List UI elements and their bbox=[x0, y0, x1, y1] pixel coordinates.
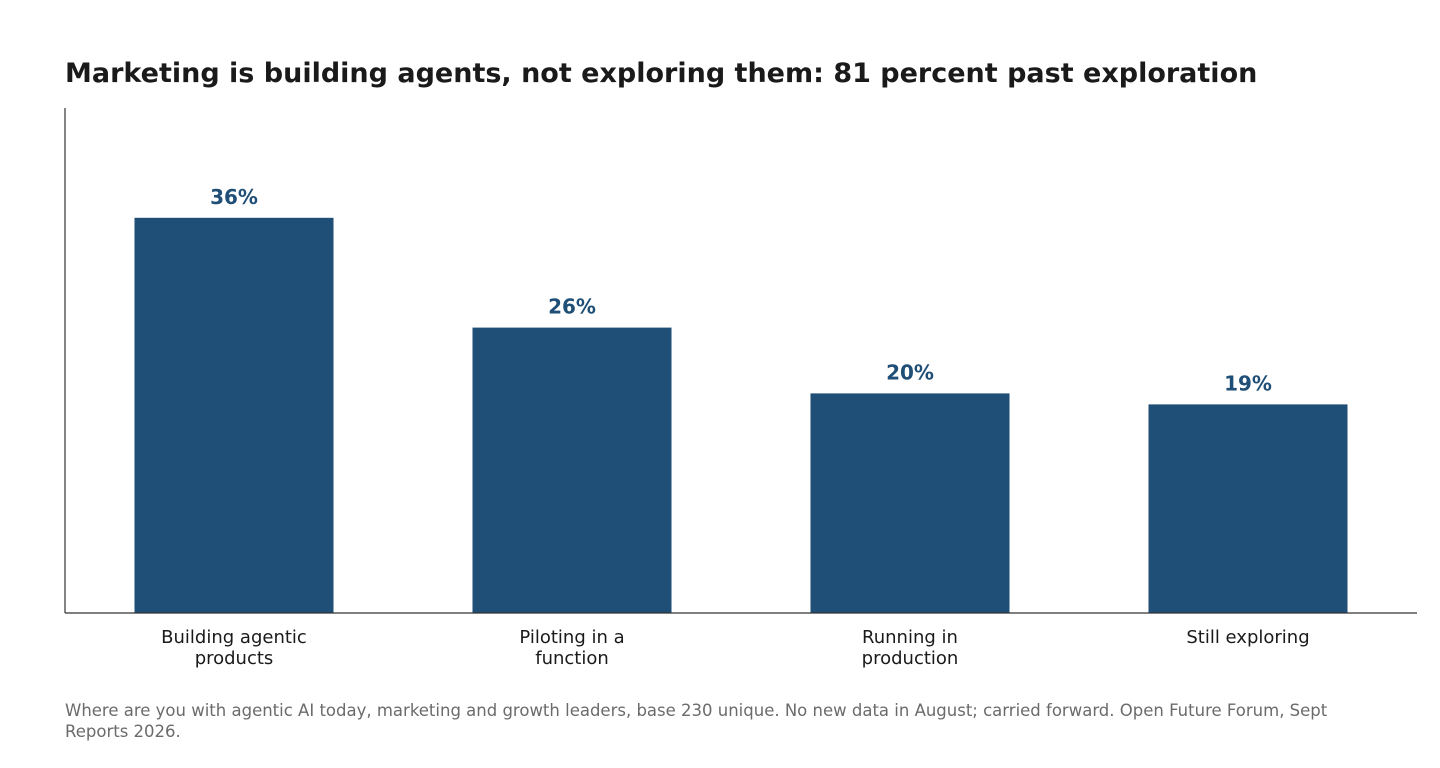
category-label-line: Running in bbox=[862, 627, 958, 648]
category-label-line: production bbox=[862, 648, 959, 669]
category-label-3: Still exploring bbox=[1186, 627, 1309, 648]
chart-title: Marketing is building agents, not explor… bbox=[65, 58, 1258, 89]
category-label-line: Still exploring bbox=[1186, 627, 1309, 648]
bar-value-label-2: 20% bbox=[886, 360, 934, 384]
value-labels-group: 36% 26% 20% 19% bbox=[210, 185, 1272, 396]
bar-2 bbox=[810, 393, 1010, 613]
category-label-1: Piloting in a function bbox=[519, 627, 624, 669]
bars-group bbox=[134, 217, 1348, 614]
category-label-line: function bbox=[535, 648, 609, 669]
category-label-0: Building agentic products bbox=[161, 627, 307, 669]
bar-value-label-1: 26% bbox=[548, 295, 596, 319]
bar-value-label-3: 19% bbox=[1224, 371, 1272, 395]
category-label-line: products bbox=[195, 648, 274, 669]
bar-0 bbox=[134, 217, 334, 614]
bar-chart: 36% 26% 20% 19% Building agentic products Pil… bbox=[64, 108, 1417, 669]
category-label-2: Running in production bbox=[862, 627, 959, 669]
category-label-line: Building agentic bbox=[161, 627, 307, 648]
chart-footnote: Where are you with agentic AI today, mar… bbox=[65, 701, 1328, 741]
category-label-line: Piloting in a bbox=[519, 627, 624, 648]
category-labels-group: Building agentic products Piloting in a fun… bbox=[161, 627, 1309, 669]
bar-1 bbox=[472, 327, 672, 613]
bar-value-label-0: 36% bbox=[210, 185, 258, 209]
bar-3 bbox=[1148, 404, 1348, 613]
